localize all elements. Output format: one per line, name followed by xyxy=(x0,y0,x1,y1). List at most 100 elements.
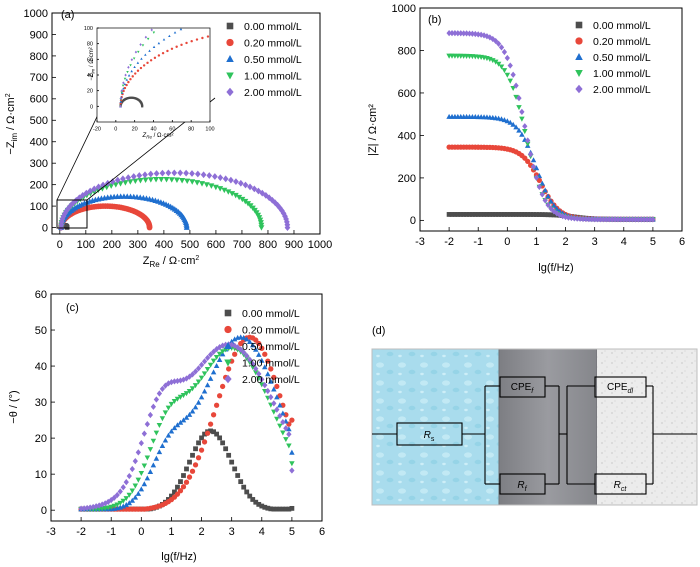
x-tick-label: 4 xyxy=(621,236,627,248)
data-point xyxy=(177,394,184,400)
nyquist-inset: -20 0 20 40 60 80 100 0 20 40 60 80 100 −Zim / Ω·cm²… xyxy=(84,26,215,140)
data-point xyxy=(536,183,542,190)
data-point xyxy=(490,212,496,217)
data-point xyxy=(195,399,202,405)
inset-point xyxy=(119,97,123,100)
data-point xyxy=(539,191,545,198)
data-point xyxy=(284,224,291,231)
data-point xyxy=(201,388,208,394)
data-point xyxy=(177,488,184,494)
x-tick-label: -1 xyxy=(106,526,116,538)
inset-point xyxy=(141,105,144,108)
inset-marks xyxy=(97,27,210,122)
data-point xyxy=(510,71,516,78)
x-tick-label: 100 xyxy=(77,239,95,251)
legend-label: 0.20 mmol/L xyxy=(242,325,300,337)
x-tick-label: 400 xyxy=(155,239,173,251)
data-point xyxy=(223,446,229,452)
x-tick-label: 5 xyxy=(289,526,295,538)
data-point xyxy=(120,484,126,491)
data-point xyxy=(201,358,208,365)
inset-point xyxy=(144,53,147,56)
legend-label: 1.00 mmol/L xyxy=(242,358,300,370)
data-point xyxy=(222,175,229,183)
data-point xyxy=(592,216,598,223)
data-point xyxy=(542,197,548,204)
legend-marker xyxy=(224,374,232,384)
data-point xyxy=(268,394,274,401)
data-point xyxy=(216,356,223,362)
nyquist-plot: (a) 0 100 200 300 400 500 600 700 800 900 10000100… xyxy=(5,8,332,269)
inset-point xyxy=(122,81,125,85)
data-point xyxy=(525,212,531,217)
data-point xyxy=(277,393,283,399)
data-point xyxy=(265,505,271,511)
legend-marker xyxy=(226,87,234,97)
inset-point xyxy=(127,74,131,77)
data-point xyxy=(274,416,280,422)
data-point xyxy=(217,435,223,441)
y-tick-label: 40 xyxy=(87,73,93,79)
data-point xyxy=(469,30,476,37)
data-point xyxy=(507,119,514,125)
data-point xyxy=(467,212,472,217)
data-point xyxy=(650,216,656,223)
legend-marker xyxy=(575,53,583,60)
data-point xyxy=(262,381,268,389)
panel-label-b: (b) xyxy=(428,14,441,26)
data-point xyxy=(629,216,636,223)
data-point xyxy=(138,486,145,492)
data-point xyxy=(268,506,274,512)
data-point xyxy=(190,452,195,458)
data-point xyxy=(507,212,513,217)
data-point xyxy=(522,129,528,135)
data-point xyxy=(621,216,627,223)
data-point xyxy=(289,449,295,455)
legend-label: 0.20 mmol/L xyxy=(593,36,651,48)
data-point xyxy=(259,503,265,509)
x-tick-label: 300 xyxy=(129,239,147,251)
x-tick-label: 1000 xyxy=(308,239,332,251)
x-tick-label: -20 xyxy=(93,127,101,133)
inset-point xyxy=(153,56,157,60)
inset-point xyxy=(179,27,183,31)
data-point xyxy=(195,365,202,372)
data-point xyxy=(183,479,190,485)
x-tick-label: 2 xyxy=(562,236,568,248)
data-point xyxy=(171,425,178,431)
x-tick-label: 500 xyxy=(181,239,199,251)
data-point xyxy=(109,178,116,186)
data-point xyxy=(472,30,478,38)
y-tick-label: 800 xyxy=(398,45,416,57)
data-point xyxy=(189,170,195,177)
data-point xyxy=(265,371,271,377)
film-texture xyxy=(597,349,697,505)
y-tick-label: 400 xyxy=(398,130,416,142)
data-point xyxy=(147,469,154,475)
data-point xyxy=(216,351,223,357)
data-point xyxy=(262,504,268,510)
data-point xyxy=(181,473,186,478)
data-point xyxy=(253,337,259,343)
data-point xyxy=(210,412,217,418)
data-point xyxy=(135,477,142,483)
y-tick-label: 30 xyxy=(35,397,47,409)
data-point xyxy=(129,488,136,494)
data-point xyxy=(463,30,470,37)
data-point xyxy=(583,215,589,223)
inset-point xyxy=(157,54,161,57)
x-tick-label: -3 xyxy=(46,526,56,538)
data-point xyxy=(246,338,253,344)
inset-point xyxy=(152,45,156,48)
modulus-legend: 0.00 mmol/L 0.20 mmol/L 0.50 mmol/L 1.00 mm… xyxy=(575,20,651,96)
data-point xyxy=(169,493,174,499)
nyquist-axes: 0 100 200 300 400 500 600 700 800 900 100001002003… xyxy=(24,8,333,251)
data-point xyxy=(238,346,244,353)
data-point xyxy=(644,216,650,223)
data-point xyxy=(464,212,469,217)
data-point xyxy=(502,212,507,217)
data-point xyxy=(240,334,247,340)
panel-label-c: (c) xyxy=(66,302,79,314)
data-point xyxy=(452,30,458,37)
